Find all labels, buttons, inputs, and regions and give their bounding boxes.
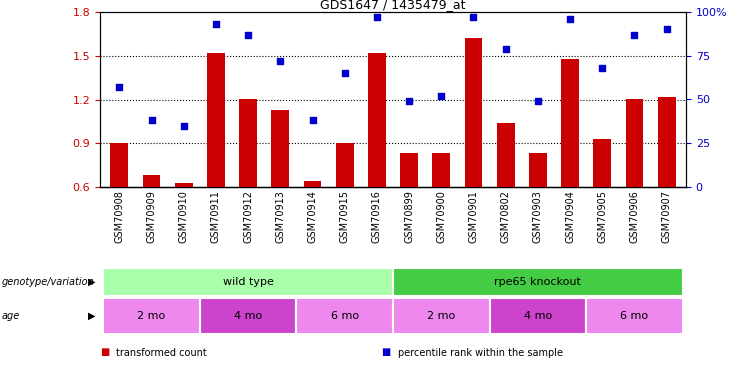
Point — [178, 123, 190, 129]
Text: 2 mo: 2 mo — [427, 311, 456, 321]
Bar — [496, 123, 514, 187]
Point — [628, 32, 640, 38]
Point — [468, 14, 479, 20]
Text: ▶: ▶ — [88, 311, 96, 321]
Point — [210, 21, 222, 27]
Text: GSM70906: GSM70906 — [630, 190, 639, 243]
Point — [339, 70, 350, 76]
Text: GSM70913: GSM70913 — [276, 190, 285, 243]
Bar — [336, 143, 353, 187]
Bar — [103, 298, 200, 334]
Text: GSM70914: GSM70914 — [308, 190, 317, 243]
Bar — [110, 143, 128, 187]
Text: GSM70904: GSM70904 — [565, 190, 575, 243]
Text: GSM70909: GSM70909 — [147, 190, 156, 243]
Bar — [207, 53, 225, 187]
Text: 6 mo: 6 mo — [620, 311, 648, 321]
Point — [564, 16, 576, 22]
Point — [145, 117, 157, 123]
Text: GSM70900: GSM70900 — [436, 190, 446, 243]
Text: GSM70905: GSM70905 — [597, 190, 608, 243]
Bar — [175, 183, 193, 187]
Bar — [625, 99, 643, 187]
Text: ■: ■ — [100, 348, 109, 357]
Text: GSM70912: GSM70912 — [243, 190, 253, 243]
Text: wild type: wild type — [223, 277, 273, 287]
Point — [597, 65, 608, 71]
Point — [113, 84, 125, 90]
Text: GSM70908: GSM70908 — [114, 190, 124, 243]
Point — [242, 32, 254, 38]
Text: GSM70901: GSM70901 — [468, 190, 479, 243]
Bar — [239, 99, 257, 187]
Text: GSM70903: GSM70903 — [533, 190, 543, 243]
Text: transformed count: transformed count — [116, 348, 207, 357]
Text: GSM70899: GSM70899 — [404, 190, 414, 243]
Text: GSM70916: GSM70916 — [372, 190, 382, 243]
Bar — [393, 268, 682, 296]
Bar — [271, 110, 289, 187]
Text: ▶: ▶ — [88, 277, 96, 287]
Text: GSM70915: GSM70915 — [339, 190, 350, 243]
Text: GSM70907: GSM70907 — [662, 190, 671, 243]
Point — [274, 58, 286, 64]
Bar — [594, 139, 611, 187]
Bar — [200, 298, 296, 334]
Bar — [658, 97, 676, 187]
Text: genotype/variation: genotype/variation — [2, 277, 95, 287]
Bar — [529, 153, 547, 187]
Point — [532, 98, 544, 104]
Point — [661, 27, 673, 33]
Bar — [490, 298, 586, 334]
Text: age: age — [2, 311, 20, 321]
Bar — [304, 181, 322, 187]
Bar — [368, 53, 386, 187]
Title: GDS1647 / 1435479_at: GDS1647 / 1435479_at — [320, 0, 466, 11]
Text: 4 mo: 4 mo — [524, 311, 552, 321]
Bar — [586, 298, 682, 334]
Point — [371, 14, 383, 20]
Text: percentile rank within the sample: percentile rank within the sample — [398, 348, 563, 357]
Text: GSM70910: GSM70910 — [179, 190, 189, 243]
Bar — [393, 298, 490, 334]
Text: rpe65 knockout: rpe65 knockout — [494, 277, 582, 287]
Text: GSM70802: GSM70802 — [501, 190, 511, 243]
Text: 2 mo: 2 mo — [137, 311, 166, 321]
Bar — [561, 58, 579, 187]
Bar — [296, 298, 393, 334]
Text: 6 mo: 6 mo — [330, 311, 359, 321]
Bar — [143, 176, 160, 187]
Text: GSM70911: GSM70911 — [211, 190, 221, 243]
Bar — [433, 153, 450, 187]
Point — [403, 98, 415, 104]
Bar — [400, 153, 418, 187]
Point — [436, 93, 448, 99]
Point — [307, 117, 319, 123]
Text: ■: ■ — [382, 348, 391, 357]
Bar — [103, 268, 393, 296]
Text: 4 mo: 4 mo — [234, 311, 262, 321]
Bar — [465, 38, 482, 187]
Point — [499, 46, 511, 52]
